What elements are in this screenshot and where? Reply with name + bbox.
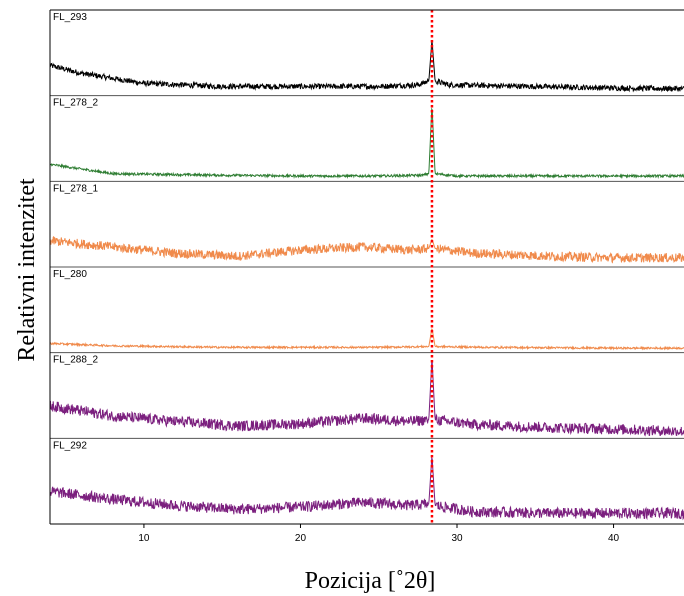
series-line [49, 360, 684, 437]
series-line [49, 107, 684, 180]
x-axis-title: Pozicija [˚2θ] [305, 568, 436, 594]
x-tick-label: 20 [295, 533, 307, 544]
series-line [49, 236, 684, 264]
y-axis-title: Relativni intenzitet [14, 178, 40, 362]
series-panel: FL_278_2 [49, 95, 684, 180]
series-panel: FL_280 [49, 266, 684, 351]
series-label: FL_278_1 [53, 183, 98, 194]
plot-frame-group [49, 9, 684, 525]
series-label: FL_288_2 [53, 355, 98, 366]
series-panel: FL_288_2 [49, 352, 684, 437]
series-panel: FL_292 [49, 437, 684, 521]
series-label: FL_278_2 [53, 98, 98, 109]
series-panel: FL_293 [49, 12, 684, 93]
series-panel: FL_278_1 [49, 180, 684, 264]
panels-group: FL_293 FL_278_2 FL_278_1 FL_280 FL_288_2 FL_2… [49, 12, 684, 521]
series-line [49, 456, 684, 521]
series-line [49, 41, 684, 93]
x-tick-label: 30 [451, 533, 463, 544]
series-label: FL_293 [53, 12, 87, 23]
x-tick-label: 10 [138, 533, 150, 544]
series-label: FL_292 [53, 440, 87, 451]
x-tick-label: 40 [608, 533, 620, 544]
series-line [49, 328, 684, 351]
series-label: FL_280 [53, 269, 87, 280]
x-ticks-group: 10 20 30 40 [138, 524, 620, 544]
